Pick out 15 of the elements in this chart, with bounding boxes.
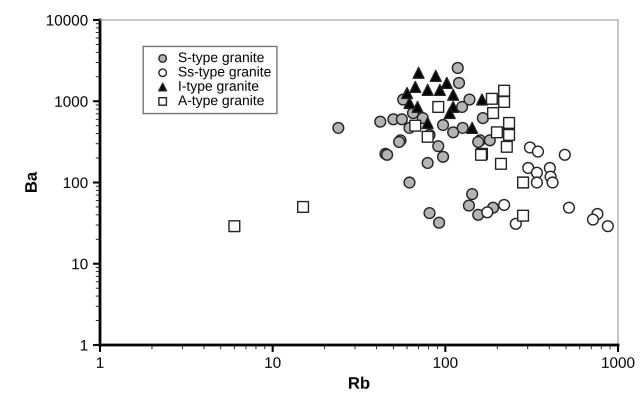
legend-label: A-type granite	[178, 95, 264, 108]
y-tick-label: 10000	[46, 14, 88, 26]
x-axis-title: Rb	[349, 376, 370, 389]
y-tick-label: 100	[64, 177, 88, 188]
x-tick-label: 1	[96, 357, 104, 368]
x-tick-label: 100	[434, 357, 458, 368]
legend-label: Ss-type granite	[178, 66, 271, 80]
x-tick-label: 1000	[602, 357, 634, 368]
y-axis-title: Ba	[25, 172, 37, 192]
y-tick-label: 1	[80, 340, 88, 351]
legend-label: I-type granite	[179, 80, 258, 94]
y-tick-label: 10	[72, 258, 88, 270]
x-tick-label: 10	[265, 357, 281, 368]
y-tick-label: 1000	[55, 96, 88, 107]
legend-label: S-type granite	[178, 52, 264, 65]
